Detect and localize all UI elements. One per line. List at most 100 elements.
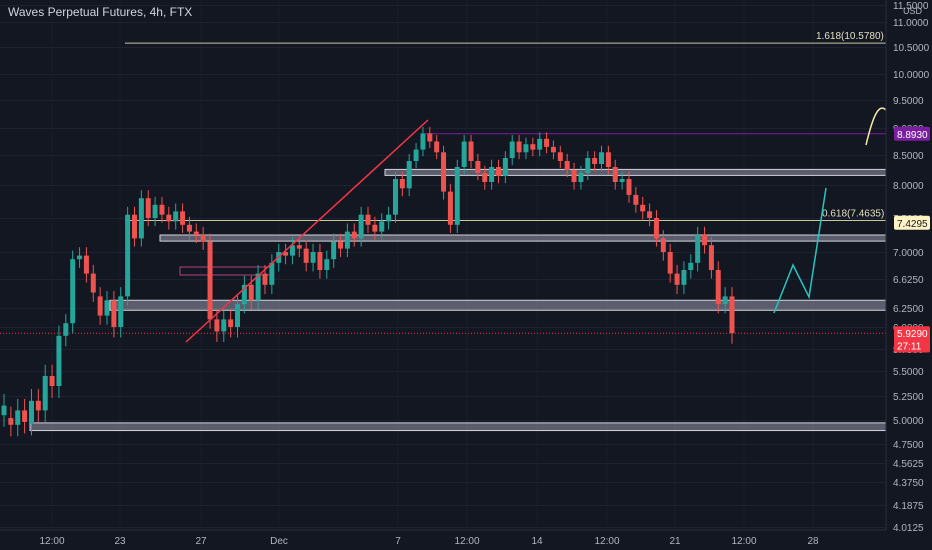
candle-body — [70, 259, 76, 324]
candle-body — [406, 161, 412, 189]
candle-body — [166, 214, 172, 222]
candle-body — [695, 235, 701, 263]
price-tick-label: 4.3750 — [893, 478, 924, 489]
candle-body — [15, 410, 21, 425]
currency-label: USD — [903, 6, 923, 16]
candle-body — [159, 204, 165, 215]
candle-body — [530, 144, 536, 150]
candle-body — [605, 152, 611, 167]
candle-body — [516, 141, 522, 153]
candle-body — [612, 167, 618, 182]
candle-body — [441, 152, 447, 192]
price-tick-label: 4.7500 — [893, 440, 924, 451]
price-tick-label: 7.0000 — [893, 248, 924, 259]
candle-body — [35, 400, 41, 411]
candle-body — [468, 141, 474, 161]
time-tick-label: 21 — [669, 536, 681, 547]
candle-body — [626, 179, 632, 195]
candle-body — [152, 204, 158, 218]
time-tick-label: 23 — [114, 536, 126, 547]
candle-body — [77, 255, 83, 260]
candle-body — [372, 224, 378, 232]
chart-title: Waves Perpetual Futures, 4h, FTX — [8, 5, 193, 19]
candle-body — [550, 146, 556, 153]
candle-body — [674, 273, 680, 285]
drawings — [185, 107, 887, 343]
time-tick-label: 27 — [195, 536, 207, 547]
candle-body — [427, 133, 433, 142]
time-tick-label: 14 — [531, 536, 543, 547]
candle-body — [502, 158, 508, 176]
candle-body — [447, 191, 453, 225]
price-tick-label: 5.0000 — [893, 416, 924, 427]
candle-body — [379, 221, 385, 232]
grid — [0, 5, 886, 528]
candle-body — [619, 179, 625, 182]
zone-rect — [384, 168, 887, 176]
candle-body — [564, 161, 570, 170]
candle-body — [303, 248, 309, 263]
price-label-text: 27:11 — [897, 341, 922, 352]
price-tick-label: 11.0000 — [893, 18, 929, 29]
time-tick-label: 28 — [807, 536, 819, 547]
price-label-text: 7.4295 — [897, 219, 928, 230]
candle-body — [702, 235, 708, 246]
candle-body — [97, 296, 103, 316]
candle-body — [647, 211, 653, 218]
trendline — [185, 119, 429, 343]
candle-body — [667, 252, 673, 274]
candle-body — [1, 405, 7, 416]
candle-body — [289, 245, 295, 256]
candle-body — [310, 252, 316, 263]
candle-body — [413, 149, 419, 161]
price-tick-label: 6.2500 — [893, 304, 924, 315]
projection-path — [773, 187, 827, 314]
candle-body — [454, 167, 460, 225]
candle-body — [599, 152, 605, 164]
candle-body — [111, 300, 117, 327]
candle-body — [324, 259, 330, 270]
price-label-text: 5.9290 — [897, 329, 928, 340]
candle-body — [640, 204, 646, 212]
candle-body — [653, 218, 659, 239]
candle-body — [331, 241, 337, 260]
candle-body — [461, 141, 467, 167]
zone-rect — [29, 422, 887, 432]
price-label-text: 8.8930 — [897, 130, 928, 141]
candle-body — [633, 194, 639, 205]
price-tick-label: 11.5000 — [893, 1, 929, 12]
candle-body — [193, 231, 199, 235]
candle-body — [262, 273, 268, 285]
candle-body — [557, 152, 563, 161]
annotation-lines: 1.618(10.5780) 0.618(7.4635) — [0, 31, 886, 334]
time-tick-label: 12:00 — [454, 536, 479, 547]
candle-body — [283, 252, 289, 256]
candle-body — [145, 198, 151, 218]
candle-body — [200, 235, 206, 242]
price-label-bg — [894, 338, 930, 353]
candle-body — [317, 252, 323, 270]
candle-body — [131, 214, 137, 239]
candle-body — [269, 262, 275, 285]
candle-body — [90, 273, 96, 293]
candle-body — [475, 161, 481, 173]
candle-body — [228, 319, 234, 327]
candle-body — [207, 241, 213, 320]
candle-body — [49, 376, 55, 386]
price-tick-label: 9.5000 — [893, 96, 924, 107]
time-tick-label: 12:00 — [39, 536, 64, 547]
price-tick-label: 10.5000 — [893, 43, 930, 54]
time-axis[interactable]: 12:00 23 27 Dec 7 12:00 14 12:00 21 12:00 28 — [39, 536, 819, 547]
price-tick-label: 6.6250 — [893, 275, 924, 286]
candle-body — [722, 296, 728, 305]
candle-body — [241, 284, 247, 305]
candle-body — [715, 270, 721, 305]
candle-body — [173, 211, 179, 222]
price-label-bg — [894, 126, 930, 141]
candle-body — [214, 319, 220, 332]
candle-body — [489, 167, 495, 182]
fib-label: 0.618(7.4635) — [822, 208, 884, 219]
candle-body — [235, 304, 241, 327]
